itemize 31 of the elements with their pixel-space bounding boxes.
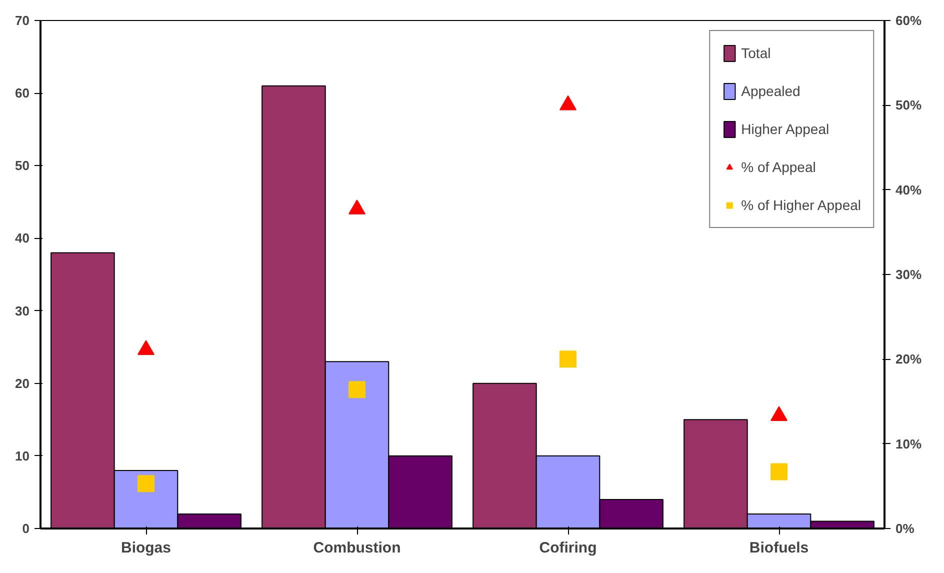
y-tick-label: 50	[15, 158, 30, 174]
y2-tick-label: 40%	[896, 182, 922, 198]
x-tick-label: Biogas	[120, 540, 172, 556]
y-tick-label: 20	[15, 376, 30, 391]
y-tick-label: 40	[15, 230, 30, 246]
legend-label: Higher Appeal	[741, 121, 830, 137]
point	[560, 95, 576, 110]
y-tick-label: 70	[15, 13, 30, 28]
y2-tick-label: 30%	[896, 267, 922, 282]
y2-tick-label: 10%	[896, 436, 922, 452]
legend-label: % of Appeal	[741, 159, 816, 175]
legend-label: Total	[741, 45, 771, 61]
point	[348, 200, 366, 214]
point	[138, 340, 154, 355]
legend-label: Appealed	[741, 83, 800, 99]
y2-tick-label: 50%	[896, 98, 922, 113]
y2-tick-label: 20%	[896, 352, 922, 367]
y2-tick-label: 0%	[896, 521, 915, 536]
x-tick-label: Combustion	[313, 540, 401, 556]
legend-label: % of Higher Appeal	[741, 197, 861, 213]
y-tick-label: 10	[15, 448, 30, 464]
x-tick-label: Cofiring	[539, 540, 597, 556]
y2-tick-label: 60%	[896, 13, 922, 28]
y-tick-label: 30	[15, 303, 30, 318]
point	[560, 350, 576, 368]
x-tick-label: Biofuels	[749, 540, 809, 556]
point	[770, 463, 788, 480]
y-tick-label: 0	[22, 521, 30, 536]
y-tick-label: 60	[15, 86, 30, 101]
point	[348, 381, 366, 398]
point	[138, 475, 154, 492]
